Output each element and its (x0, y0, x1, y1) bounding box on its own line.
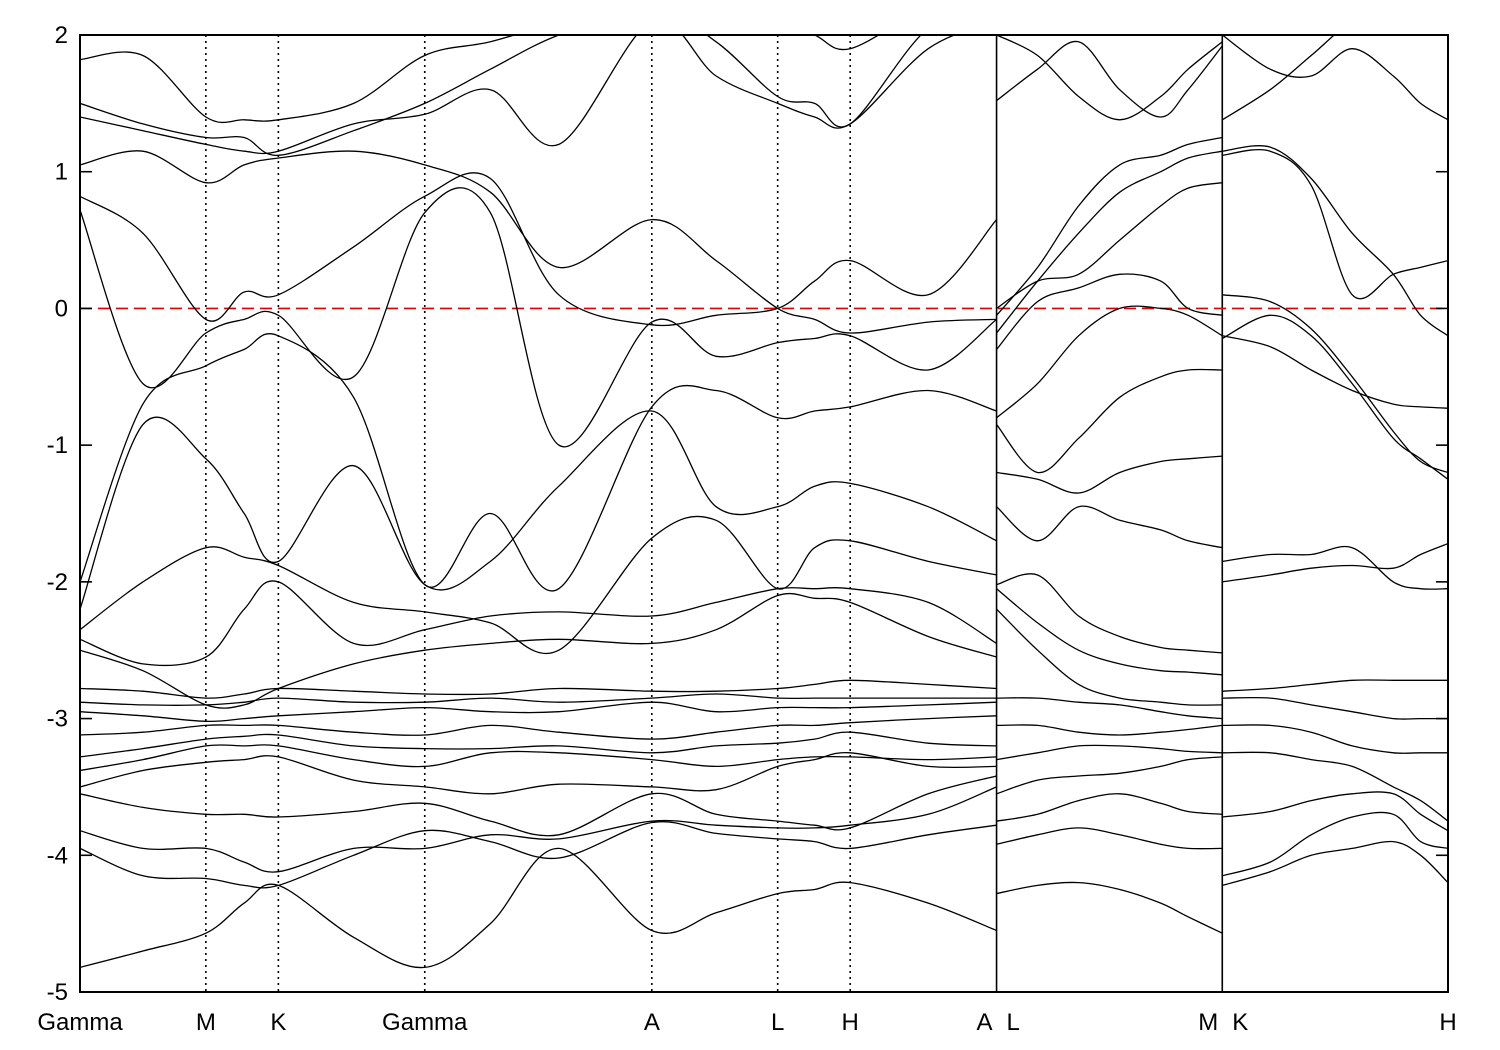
band-line-29 (996, 608, 1223, 706)
band-line-11 (80, 592, 997, 709)
band-line-17 (80, 172, 998, 327)
y-tick-label: 1 (55, 159, 68, 186)
band-line-25 (996, 756, 1223, 795)
y-tick-label: -5 (47, 979, 68, 1006)
band-line-37 (996, 150, 1223, 334)
y-tick-label: 0 (55, 295, 68, 322)
y-tick-label: -1 (47, 432, 68, 459)
band-line-8 (80, 701, 997, 723)
x-tick-label-9: M (1198, 1009, 1218, 1036)
band-line-42 (1222, 840, 1448, 887)
band-line-9 (80, 693, 997, 706)
band-line-36 (996, 273, 1223, 350)
band-line-45 (1222, 751, 1448, 822)
band-line-54 (1222, 148, 1448, 300)
band-line-35 (996, 305, 1223, 419)
band-line-51 (1222, 335, 1448, 409)
band-line-0 (80, 847, 997, 969)
x-tick-label-3: Gamma (382, 1009, 468, 1036)
band-line-10 (80, 679, 997, 699)
band-line-23 (996, 827, 1223, 850)
x-axis-labels: Gamma M K Gamma A L H A L M K H (37, 1009, 1456, 1036)
x-tick-label-2: K (270, 1009, 286, 1036)
y-axis-ticks: -5 -4 -3 -2 -1 0 1 2 (47, 22, 1448, 1006)
band-line-57 (1221, 35, 1448, 121)
plot-frame (79, 34, 1449, 993)
band-line-27 (996, 724, 1223, 736)
band-line-39 (996, 182, 1223, 309)
band-line-12 (80, 580, 997, 667)
band-line-24 (996, 793, 1223, 822)
x-tick-label-8: L (1007, 1009, 1020, 1036)
band-line-30 (996, 588, 1223, 676)
band-line-7 (80, 715, 997, 740)
band-line-34 (996, 368, 1223, 474)
band-line-46 (1222, 724, 1448, 754)
kpoint-lines (205, 35, 1224, 992)
band-line-53 (1222, 294, 1448, 474)
band-line-31 (996, 573, 1223, 654)
band-line-43 (1222, 811, 1448, 877)
x-tick-label-0: Gamma (37, 1009, 123, 1036)
y-tick-label: -4 (47, 842, 68, 869)
x-tick-label-11: H (1439, 1009, 1456, 1036)
band-line-14 (80, 410, 997, 610)
band-line-49 (1222, 542, 1448, 583)
band-line-22 (996, 881, 1223, 934)
band-line-6 (80, 731, 997, 758)
band-line-55 (1222, 145, 1448, 337)
x-tick-label-1: M (196, 1009, 216, 1036)
band-line-44 (1222, 791, 1448, 832)
band-lines (80, 35, 1448, 969)
band-line-19 (80, 35, 957, 155)
y-tick-label: -2 (47, 569, 68, 596)
band-line-13 (80, 515, 997, 655)
x-tick-label-5: L (771, 1009, 784, 1036)
x-tick-label-7: A (977, 1009, 993, 1036)
band-line-5 (80, 744, 997, 772)
band-line-56 (1221, 35, 1336, 121)
band-line-26 (996, 744, 1223, 761)
band-line-32 (996, 505, 1223, 549)
band-line-3 (80, 775, 997, 837)
band-line-48 (1222, 679, 1448, 692)
band-line-47 (1222, 696, 1448, 720)
x-tick-label-10: K (1232, 1009, 1248, 1036)
x-tick-label-6: H (842, 1009, 859, 1036)
band-line-20 (80, 35, 922, 156)
band-line-21 (80, 35, 880, 124)
band-line-1 (80, 821, 997, 889)
x-tick-label-4: A (644, 1009, 660, 1036)
band-line-15 (80, 333, 997, 592)
band-line-41 (996, 35, 1223, 121)
y-tick-label: -3 (47, 706, 68, 733)
band-line-50 (1222, 545, 1448, 590)
y-tick-label: 2 (55, 22, 68, 49)
band-line-38 (996, 136, 1223, 316)
band-line-18 (80, 150, 997, 334)
band-line-16 (80, 187, 997, 448)
band-line-52 (1222, 314, 1448, 480)
band-line-28 (996, 697, 1223, 720)
band-line-4 (80, 752, 997, 795)
band-line-33 (996, 455, 1223, 494)
band-line-2 (80, 786, 997, 873)
band-line-40 (996, 40, 1223, 118)
